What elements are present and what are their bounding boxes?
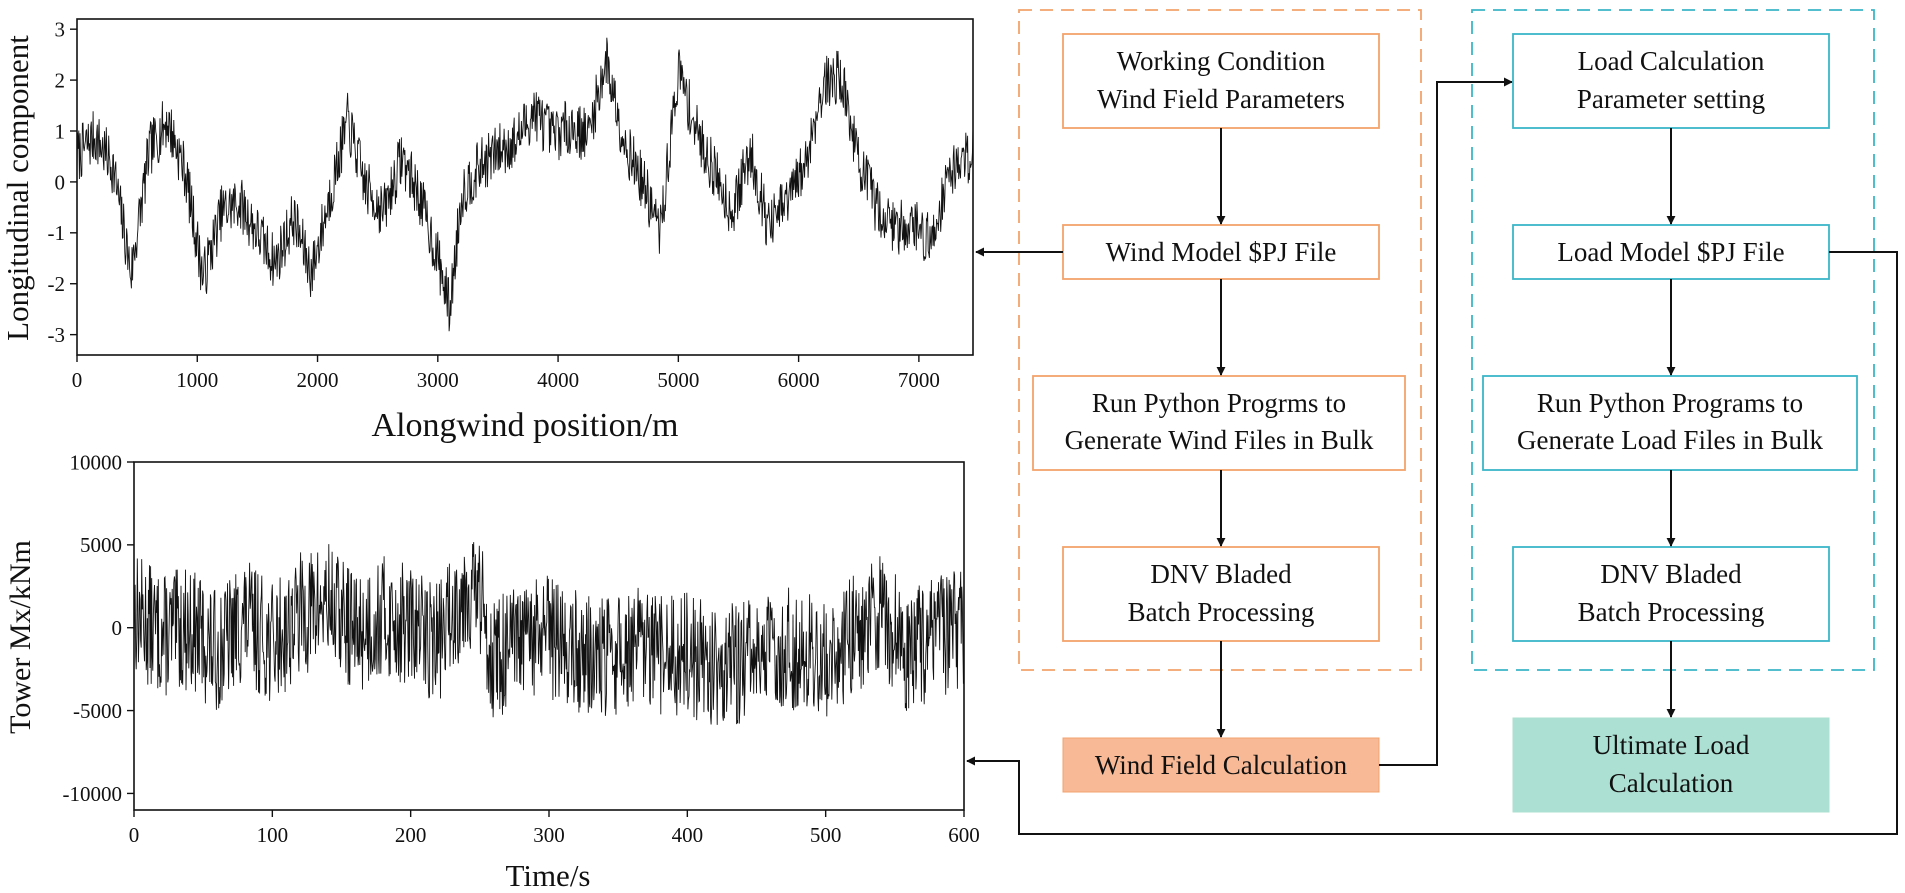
load-flow-group: Load Calculation Parameter setting Load … <box>966 9 1898 835</box>
wind-box4-line2: Batch Processing <box>1128 597 1315 627</box>
wind-result-to-load-arrow <box>1379 77 1513 766</box>
x-tick-label: 4000 <box>537 368 579 392</box>
x-tick-label: 600 <box>948 823 980 847</box>
chart2-ticks <box>127 461 965 817</box>
chart1-ticks <box>70 28 920 362</box>
wind-box4-line1: DNV Bladed <box>1150 559 1292 589</box>
wind-box3-line1: Run Python Progrms to <box>1092 388 1346 418</box>
load-box-bladed: DNV Bladed Batch Processing <box>1512 546 1830 642</box>
y-tick-label: -5000 <box>73 699 122 723</box>
chart1-ylabel: Longitudinal component <box>0 35 35 341</box>
wind-result-line1: Wind Field Calculation <box>1095 750 1348 780</box>
load-box-parameters: Load Calculation Parameter setting <box>1512 33 1830 129</box>
x-tick-label: 300 <box>533 823 565 847</box>
x-tick-label: 100 <box>257 823 289 847</box>
x-tick-label: 200 <box>395 823 427 847</box>
y-tick-label: 1 <box>55 119 66 143</box>
chart-longitudinal: 0 1000 2000 3000 4000 5000 6000 70003210-1-2-3 … <box>0 18 974 444</box>
load-box1-line2: Parameter setting <box>1577 84 1765 114</box>
wind-box2-line1: Wind Model $PJ File <box>1106 237 1337 267</box>
load-box-python: Run Python Programs to Generate Load Fil… <box>1482 375 1858 471</box>
wind-box-python: Run Python Progrms to Generate Wind File… <box>1032 375 1406 471</box>
chart1-plot-frame <box>76 18 974 356</box>
chart2-xlabel: Time/s <box>505 858 590 893</box>
x-tick-label: 0 <box>129 823 140 847</box>
x-tick-label: 5000 <box>657 368 699 392</box>
x-tick-label: 400 <box>672 823 704 847</box>
chart-tower-mx: 0 100 200 300 400 500 600 10000 5000 0 -5000 -10000… <box>4 450 980 893</box>
x-tick-label: 3000 <box>417 368 459 392</box>
load-box4-line2: Batch Processing <box>1578 597 1765 627</box>
y-tick-label: 0 <box>112 616 123 640</box>
load-box3-line1: Run Python Programs to <box>1537 388 1803 418</box>
x-tick-label: 0 <box>72 368 83 392</box>
wind-box-bladed: DNV Bladed Batch Processing <box>1062 546 1380 642</box>
load-box1-line1: Load Calculation <box>1578 46 1765 76</box>
y-tick-label: -2 <box>48 272 66 296</box>
y-tick-label: 10000 <box>70 450 123 474</box>
chart1-series-line <box>76 37 974 332</box>
wind-box-model-file: Wind Model $PJ File <box>1062 224 1380 280</box>
y-tick-label: -1 <box>48 221 66 245</box>
x-tick-label: 2000 <box>297 368 339 392</box>
load-result-line2: Calculation <box>1609 768 1734 798</box>
wind-box1-line1: Working Condition <box>1117 46 1326 76</box>
wind-box-parameters: Working Condition Wind Field Parameters <box>1062 33 1380 129</box>
wind-flow-group: Working Condition Wind Field Parameters … <box>975 9 1513 793</box>
chart2-tick-labels: 0 100 200 300 400 500 600 10000 5000 0 -5000 -10000 <box>63 450 980 847</box>
y-tick-label: 3 <box>55 18 66 42</box>
load-result-box: Ultimate Load Calculation <box>1512 717 1830 813</box>
load-box-model-file: Load Model $PJ File <box>1512 224 1830 280</box>
y-tick-label: -10000 <box>63 782 123 806</box>
load-group-dashed-frame <box>1471 9 1875 671</box>
x-tick-label: 500 <box>810 823 842 847</box>
x-tick-label: 7000 <box>898 368 940 392</box>
load-model-to-chart2-arrow <box>966 251 1898 835</box>
chart1-xlabel: Alongwind position/m <box>372 407 679 444</box>
load-box3-line2: Generate Load Files in Bulk <box>1517 425 1823 455</box>
wind-result-box: Wind Field Calculation <box>1062 737 1380 793</box>
y-tick-label: 5000 <box>80 533 122 557</box>
wind-box3-line2: Generate Wind Files in Bulk <box>1065 425 1374 455</box>
chart2-series-line <box>133 542 965 725</box>
chart1-tick-labels: 0 1000 2000 3000 4000 5000 6000 7000 3 2 1 0 -1 -2 -3 <box>48 18 940 392</box>
y-tick-label: -3 <box>48 323 66 347</box>
load-box4-line1: DNV Bladed <box>1600 559 1742 589</box>
load-result-line1: Ultimate Load <box>1593 730 1750 760</box>
y-tick-label: 0 <box>55 170 66 194</box>
y-tick-label: 2 <box>55 68 66 92</box>
load-box2-line1: Load Model $PJ File <box>1557 237 1784 267</box>
x-tick-label: 1000 <box>176 368 218 392</box>
wind-box1-line2: Wind Field Parameters <box>1097 84 1345 114</box>
chart2-ylabel: Tower Mx/kNm <box>4 540 37 734</box>
x-tick-label: 6000 <box>778 368 820 392</box>
